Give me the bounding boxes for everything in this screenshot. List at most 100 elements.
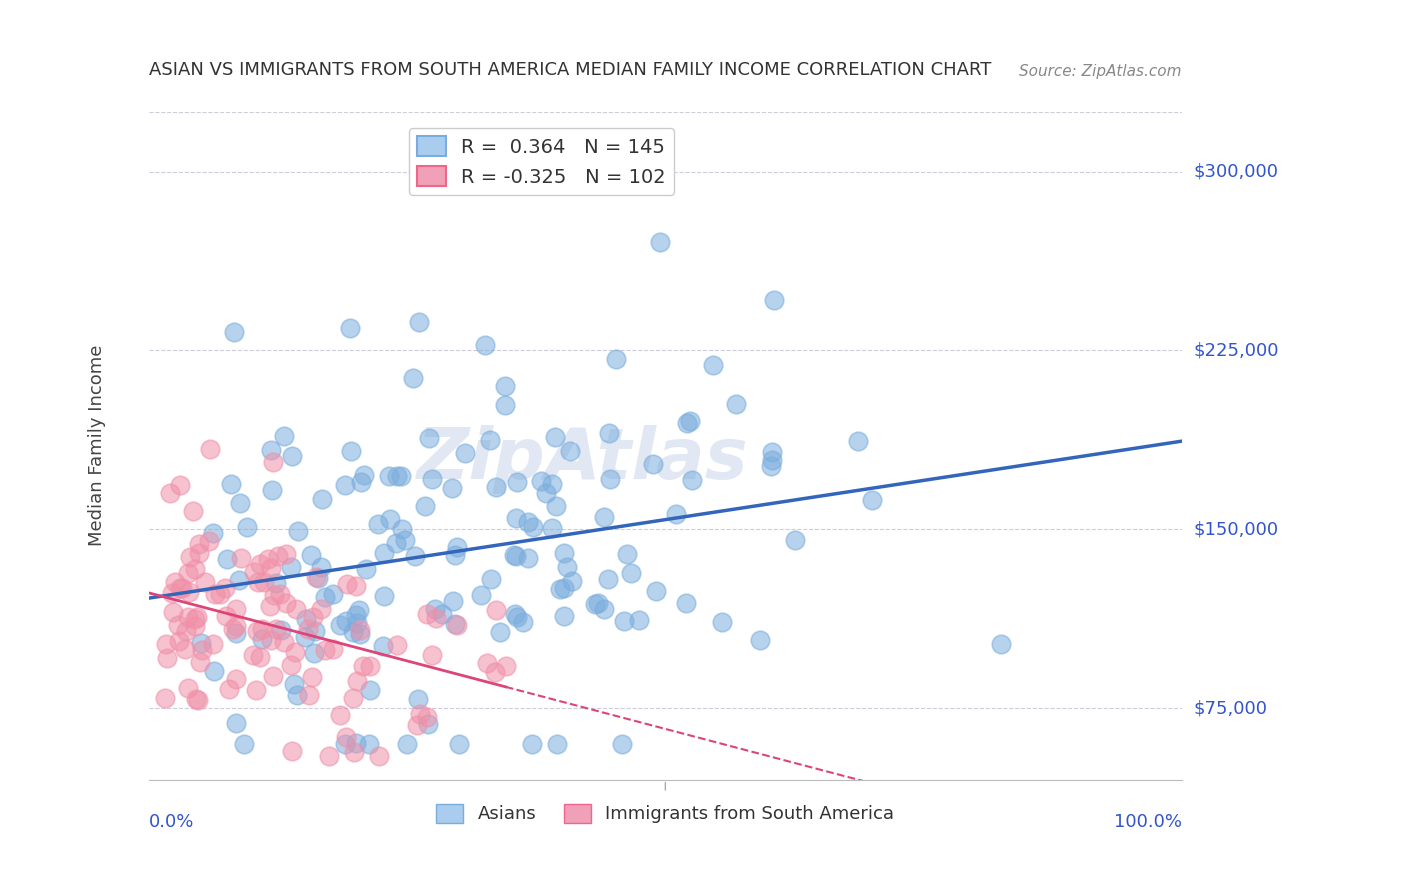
Point <box>335 615 357 629</box>
Point <box>495 658 517 673</box>
Point <box>187 536 209 550</box>
Point <box>367 516 389 531</box>
Point <box>558 444 581 458</box>
Point <box>225 602 247 616</box>
Point <box>665 507 688 521</box>
Legend: Asians, Immigrants from South America: Asians, Immigrants from South America <box>429 797 901 830</box>
Point <box>260 483 283 497</box>
Point <box>484 665 506 680</box>
Point <box>373 590 395 604</box>
Point <box>176 624 198 638</box>
Point <box>170 581 193 595</box>
Point <box>546 737 568 751</box>
Point <box>378 468 401 483</box>
Point <box>344 736 367 750</box>
Point <box>243 566 266 580</box>
Point <box>177 585 200 599</box>
Text: $150,000: $150,000 <box>1194 520 1278 538</box>
Point <box>522 520 544 534</box>
Point <box>194 574 217 589</box>
Point <box>349 626 371 640</box>
Point <box>269 587 291 601</box>
Point <box>218 682 240 697</box>
Point <box>761 445 783 459</box>
Point <box>544 430 567 444</box>
Point <box>387 469 409 483</box>
Point <box>516 551 538 566</box>
Point <box>245 683 267 698</box>
Point <box>169 581 191 595</box>
Point <box>197 534 219 549</box>
Point <box>295 612 318 626</box>
Point <box>416 716 439 731</box>
Point <box>530 474 553 488</box>
Point <box>287 524 309 539</box>
Text: $75,000: $75,000 <box>1194 699 1267 717</box>
Point <box>270 624 292 638</box>
Point <box>249 557 271 571</box>
Point <box>846 434 869 448</box>
Point <box>181 503 204 517</box>
Point <box>454 446 477 460</box>
Point <box>314 643 336 657</box>
Point <box>548 582 571 597</box>
Point <box>415 607 437 622</box>
Point <box>179 549 201 564</box>
Point <box>160 586 183 600</box>
Point <box>177 610 200 624</box>
Point <box>342 625 364 640</box>
Point <box>541 520 564 534</box>
Point <box>425 611 447 625</box>
Point <box>342 690 364 705</box>
Point <box>443 548 465 562</box>
Point <box>262 669 284 683</box>
Point <box>225 716 247 731</box>
Point <box>215 552 238 566</box>
Point <box>534 486 557 500</box>
Point <box>506 610 529 624</box>
Point <box>409 706 432 721</box>
Text: Median Family Income: Median Family Income <box>89 345 105 547</box>
Point <box>553 608 575 623</box>
Point <box>347 603 370 617</box>
Point <box>710 615 733 629</box>
Point <box>406 718 429 732</box>
Point <box>522 737 544 751</box>
Point <box>284 601 307 615</box>
Point <box>343 746 366 760</box>
Point <box>494 379 516 393</box>
Point <box>260 442 283 457</box>
Point <box>391 522 413 536</box>
Point <box>489 625 512 640</box>
Point <box>276 548 298 562</box>
Point <box>339 320 361 334</box>
Point <box>506 475 529 489</box>
Point <box>561 574 583 588</box>
Point <box>253 574 276 589</box>
Point <box>228 574 250 588</box>
Point <box>299 548 322 562</box>
Point <box>280 450 302 464</box>
Point <box>541 476 564 491</box>
Point <box>349 624 371 638</box>
Point <box>297 622 319 636</box>
Point <box>425 602 447 616</box>
Point <box>214 608 236 623</box>
Point <box>302 609 325 624</box>
Point <box>583 597 606 611</box>
Point <box>336 577 359 591</box>
Point <box>294 630 316 644</box>
Point <box>477 656 499 670</box>
Point <box>184 612 207 626</box>
Point <box>408 314 430 328</box>
Point <box>679 414 702 428</box>
Point <box>430 607 453 622</box>
Point <box>202 525 225 540</box>
Point <box>318 748 340 763</box>
Point <box>186 610 208 624</box>
Point <box>605 351 627 366</box>
Point <box>242 648 264 662</box>
Point <box>225 626 247 640</box>
Point <box>329 617 352 632</box>
Point <box>516 515 538 529</box>
